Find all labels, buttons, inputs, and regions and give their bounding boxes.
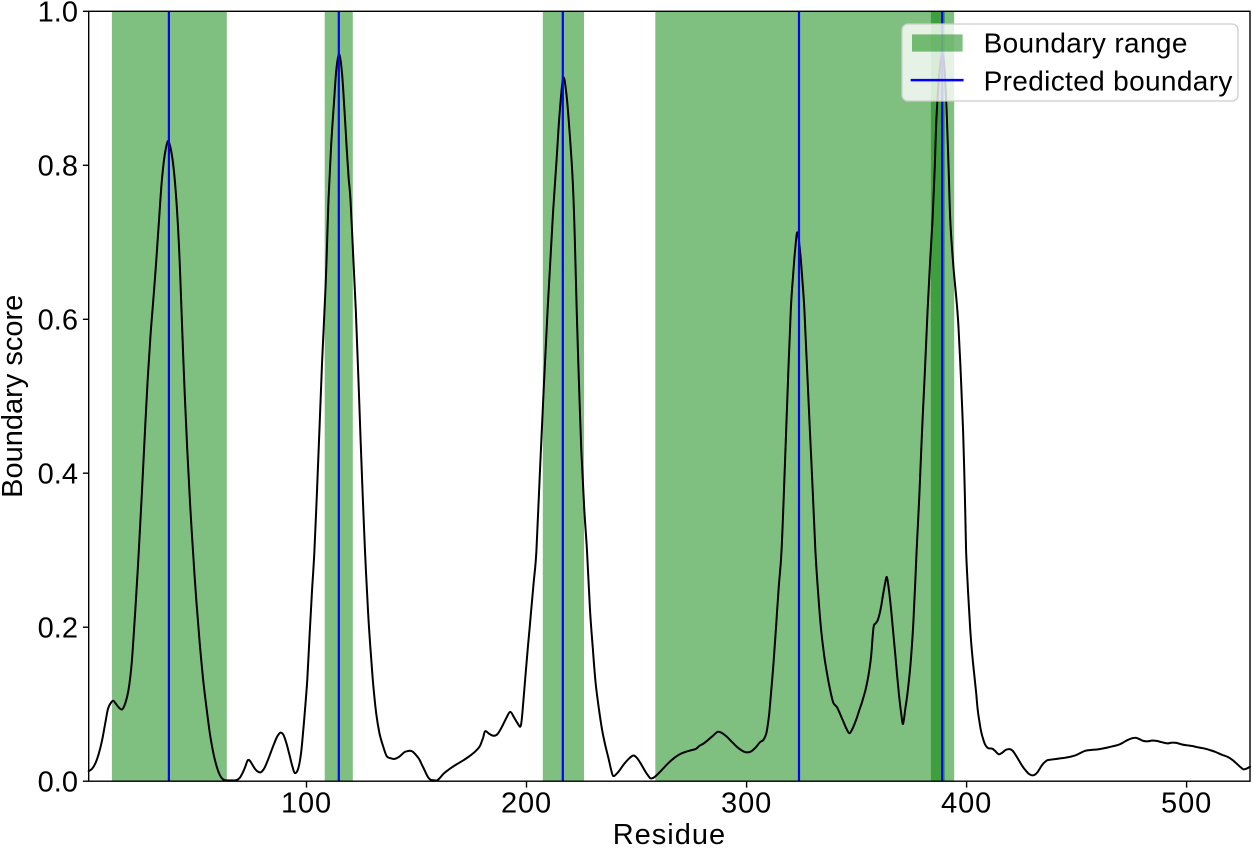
svg-text:Predicted boundary: Predicted boundary: [984, 66, 1233, 97]
svg-text:100: 100: [281, 788, 332, 820]
svg-text:Boundary range: Boundary range: [984, 28, 1188, 59]
svg-text:0.4: 0.4: [38, 459, 78, 491]
svg-text:200: 200: [501, 788, 552, 820]
svg-text:Boundary score: Boundary score: [0, 295, 29, 498]
svg-text:0.0: 0.0: [38, 767, 78, 799]
svg-text:0.8: 0.8: [38, 151, 78, 183]
svg-text:400: 400: [941, 788, 992, 820]
svg-text:Residue: Residue: [613, 819, 726, 851]
svg-text:500: 500: [1161, 788, 1212, 820]
svg-text:0.2: 0.2: [38, 613, 78, 645]
svg-text:300: 300: [721, 788, 772, 820]
svg-text:1.0: 1.0: [38, 0, 78, 29]
svg-text:0.6: 0.6: [38, 305, 78, 337]
